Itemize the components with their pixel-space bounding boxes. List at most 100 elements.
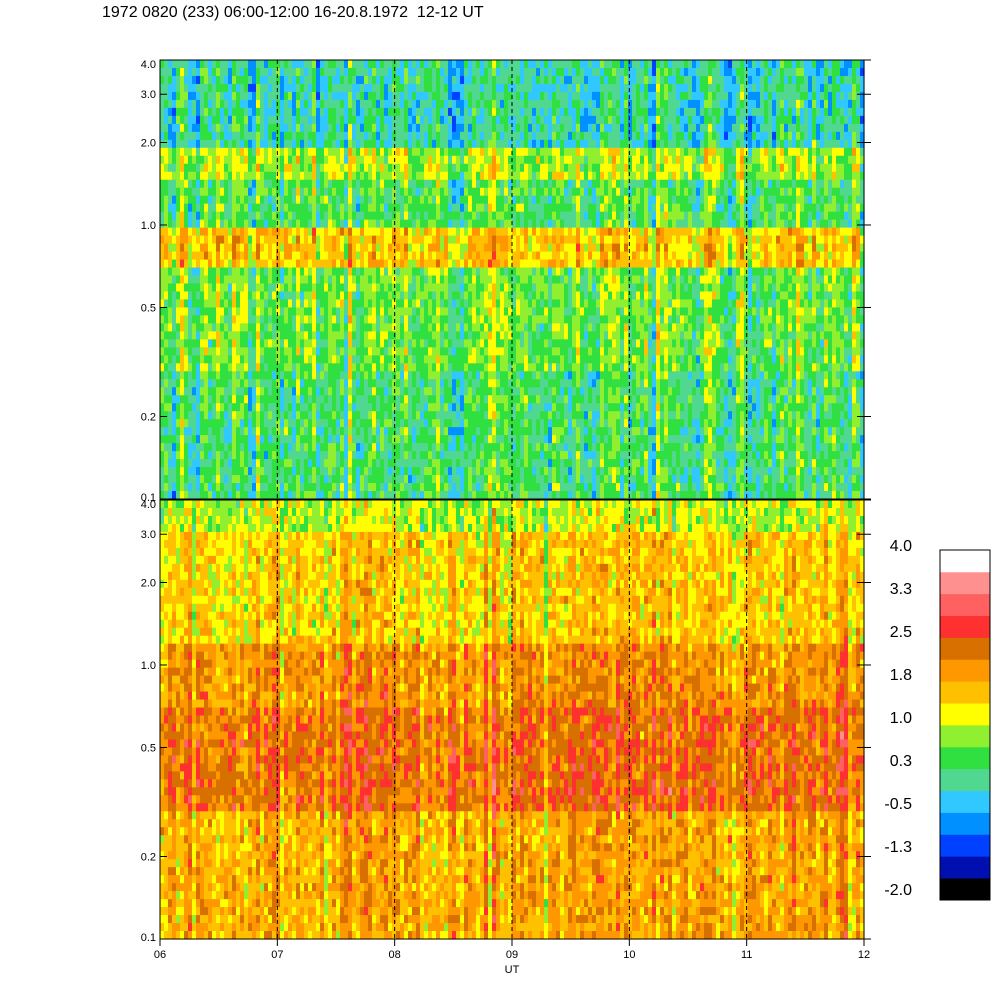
heatmap-cell [268, 203, 273, 213]
heatmap-cell [376, 459, 381, 468]
heatmap-cell [416, 107, 421, 117]
heatmap-cell [228, 459, 233, 468]
heatmap-cell [404, 219, 409, 229]
heatmap-cell [492, 171, 497, 181]
heatmap-cell [368, 379, 373, 388]
heatmap-cell [404, 307, 409, 317]
heatmap-cell [476, 339, 481, 348]
heatmap-cell [488, 275, 493, 285]
heatmap-cell [484, 115, 489, 125]
heatmap-cell [500, 427, 505, 436]
heatmap-cell [268, 83, 273, 93]
heatmap-cell [312, 139, 317, 149]
heatmap-cell [460, 371, 465, 380]
heatmap-cell [416, 139, 421, 149]
heatmap-cell [420, 60, 425, 69]
heatmap-cell [196, 60, 201, 69]
heatmap-cell [372, 267, 377, 277]
heatmap-cell [432, 331, 437, 340]
heatmap-cell [204, 75, 209, 85]
heatmap-cell [344, 395, 349, 404]
heatmap-cell [208, 483, 213, 492]
heatmap-cell [364, 91, 369, 101]
heatmap-cell [476, 491, 481, 500]
heatmap-cell [180, 67, 185, 77]
heatmap-cell [192, 371, 197, 380]
heatmap-cell [456, 475, 461, 484]
heatmap-cell [224, 355, 229, 364]
heatmap-cell [200, 211, 205, 221]
heatmap-cell [504, 347, 509, 356]
heatmap-cell [184, 243, 189, 253]
heatmap-cell [236, 187, 241, 197]
heatmap-cell [244, 203, 249, 213]
heatmap-cell [504, 451, 509, 460]
heatmap-cell [324, 435, 329, 444]
heatmap-cell [372, 411, 377, 420]
heatmap-cell [252, 171, 257, 181]
heatmap-cell [516, 243, 521, 253]
heatmap-cell [200, 371, 205, 380]
heatmap-cell [332, 395, 337, 404]
heatmap-cell [404, 123, 409, 133]
heatmap-cell [304, 171, 309, 181]
heatmap-cell [332, 227, 337, 237]
heatmap-cell [384, 163, 389, 173]
heatmap-cell [168, 419, 173, 428]
heatmap-cell [208, 83, 213, 93]
heatmap-cell [368, 467, 373, 476]
heatmap-cell [484, 131, 489, 141]
heatmap-cell [420, 163, 425, 173]
heatmap-cell [196, 235, 201, 245]
heatmap-cell [464, 115, 469, 125]
heatmap-cell [444, 379, 449, 388]
heatmap-cell [368, 435, 373, 444]
heatmap-cell [472, 67, 477, 77]
heatmap-cell [188, 131, 193, 141]
heatmap-cell [320, 403, 325, 412]
heatmap-cell [280, 475, 285, 484]
heatmap-cell [484, 275, 489, 285]
heatmap-cell [304, 131, 309, 141]
heatmap-cell [460, 75, 465, 85]
heatmap-cell [268, 459, 273, 468]
heatmap-cell [168, 155, 173, 165]
heatmap-cell [500, 387, 505, 396]
heatmap-cell [248, 451, 253, 460]
heatmap-cell [228, 179, 233, 189]
heatmap-cell [188, 195, 193, 205]
heatmap-cell [428, 355, 433, 364]
heatmap-cell [168, 163, 173, 173]
heatmap-cell [412, 443, 417, 452]
heatmap-cell [400, 491, 405, 500]
heatmap-cell [376, 363, 381, 372]
heatmap-cell [232, 363, 237, 372]
heatmap-cell [272, 323, 277, 332]
heatmap-cell [260, 379, 265, 388]
heatmap-cell [516, 139, 521, 149]
heatmap-cell [188, 339, 193, 348]
heatmap-cell [316, 331, 321, 340]
heatmap-cell [252, 387, 257, 396]
heatmap-cell [472, 91, 477, 101]
heatmap-cell [212, 139, 217, 149]
heatmap-cell [460, 363, 465, 372]
heatmap-cell [344, 115, 349, 125]
heatmap-cell [464, 379, 469, 388]
heatmap-cell [268, 211, 273, 221]
heatmap-cell [288, 483, 293, 492]
heatmap-cell [284, 259, 289, 269]
heatmap-cell [488, 171, 493, 181]
heatmap-cell [384, 139, 389, 149]
heatmap-cell [204, 467, 209, 476]
heatmap-cell [332, 483, 337, 492]
heatmap-cell [280, 211, 285, 221]
heatmap-cell [176, 475, 181, 484]
heatmap-cell [448, 347, 453, 356]
heatmap-cell [180, 243, 185, 253]
heatmap-cell [184, 467, 189, 476]
heatmap-cell [168, 347, 173, 356]
heatmap-cell [400, 147, 405, 157]
heatmap-cell [240, 371, 245, 380]
heatmap-cell [364, 283, 369, 293]
